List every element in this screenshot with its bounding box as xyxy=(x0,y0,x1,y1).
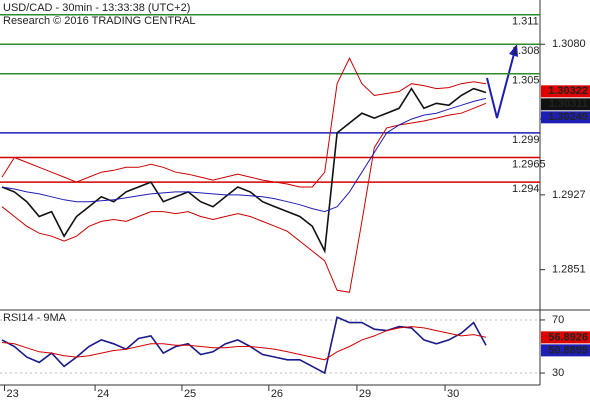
x-tick-label: 26 xyxy=(271,388,283,400)
series-line xyxy=(1,56,487,188)
price-marker xyxy=(541,344,590,357)
chart-title: USD/CAD - 30min - 13:33:38 (UTC+2) xyxy=(3,2,190,14)
price-marker xyxy=(541,331,590,344)
y-tick-label: 1.2851 xyxy=(552,264,586,276)
x-tick-label: 23 xyxy=(6,388,18,400)
level-label: 1.305 xyxy=(512,75,540,87)
price-marker-label: 56.8926 xyxy=(548,331,588,343)
price-marker xyxy=(541,111,590,124)
x-tick-label: 29 xyxy=(359,388,371,400)
arrow-head xyxy=(509,44,518,57)
level-label: 1.299 xyxy=(512,134,540,146)
series-line xyxy=(1,87,487,254)
price-marker xyxy=(541,98,590,111)
series-line xyxy=(1,326,487,361)
panel-title: RSI14 - 9MA xyxy=(3,312,67,324)
level-label: 1.294 xyxy=(512,183,540,195)
series-line xyxy=(1,97,487,213)
y-tick-label: 1.3080 xyxy=(552,38,586,50)
forecast-arrow xyxy=(486,49,516,119)
x-tick-label: 24 xyxy=(97,388,109,400)
x-tick-label: 25 xyxy=(184,388,196,400)
level-label: 1.308 xyxy=(512,45,540,57)
level-label: 1.311 xyxy=(512,16,539,28)
y-tick-label: 1.2927 xyxy=(552,189,586,201)
price-marker-label: 50.8899 xyxy=(548,344,588,356)
x-tick-label: 30 xyxy=(447,388,459,400)
price-marker xyxy=(541,85,590,98)
y-tick-label: 70 xyxy=(552,314,564,326)
series-line xyxy=(1,102,487,293)
chart-subtitle: Research © 2016 TRADING CENTRAL xyxy=(3,15,196,27)
price-marker-label: 1.30311 xyxy=(549,98,588,110)
y-tick-label: 30 xyxy=(552,367,564,379)
price-marker-label: 1.30322 xyxy=(548,85,588,97)
level-label: 1.2965 xyxy=(512,158,546,170)
price-marker-label: 1.30249 xyxy=(548,111,588,123)
